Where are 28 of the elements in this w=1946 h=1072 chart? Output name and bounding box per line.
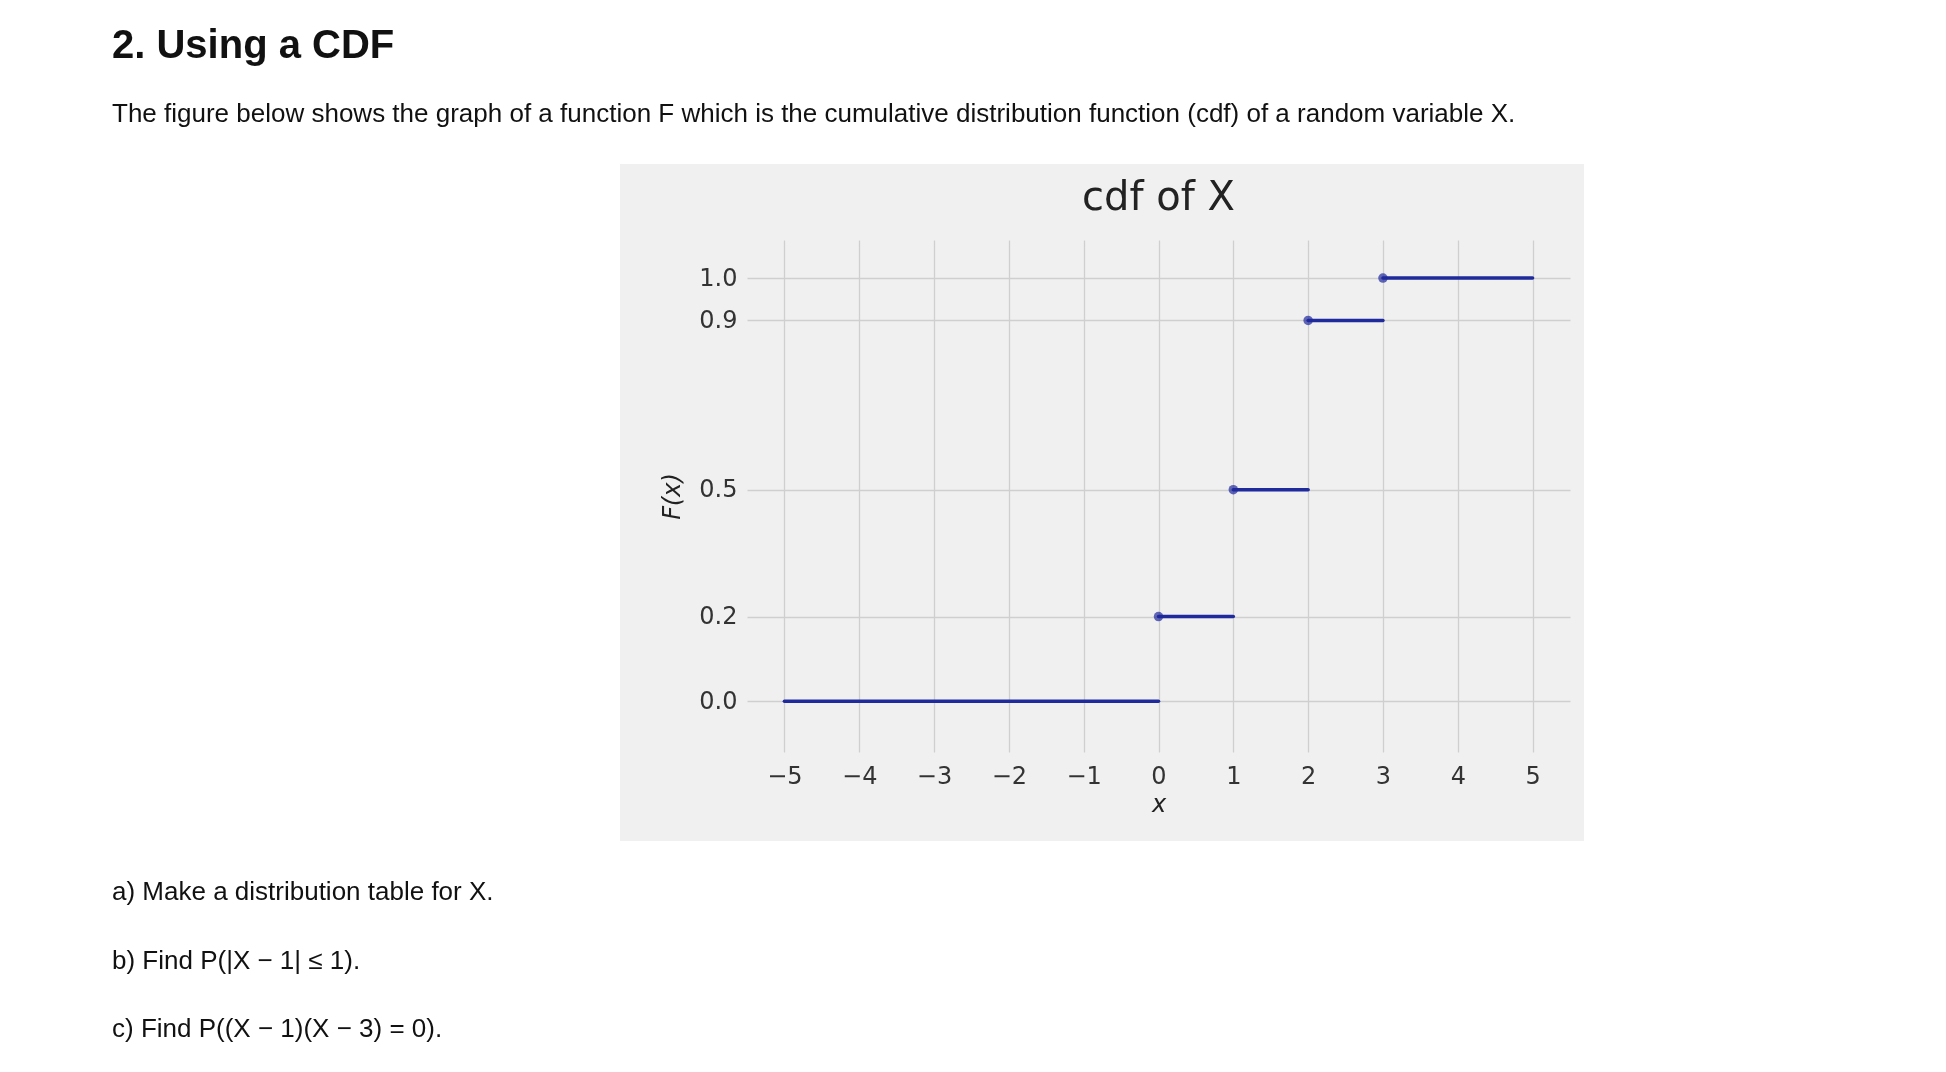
point xyxy=(1153,611,1164,622)
point xyxy=(1378,273,1388,283)
text: The figure below shows the graph of a function F which is the cumulative distribution function (cdf) of a random variable X. xyxy=(112,98,1516,129)
x-tick-label: 1 xyxy=(1226,761,1242,790)
x-tick-label: −2 xyxy=(991,761,1028,790)
x-tick-label: 5 xyxy=(1525,761,1541,790)
point xyxy=(1228,484,1239,495)
x-tick-label: 2 xyxy=(1301,761,1317,790)
x-tick-label: 0 xyxy=(1151,761,1167,790)
text: c) Find P((X − 1)(X − 3) = 0). xyxy=(112,1013,443,1044)
x-tick-label: 4 xyxy=(1450,761,1466,790)
point xyxy=(1303,315,1313,326)
y-axis-title: F(x) xyxy=(658,473,687,520)
x-tick-label: 3 xyxy=(1375,761,1392,790)
text: 2. Using a CDF xyxy=(112,22,395,67)
text: b) Find P(|X − 1| ≤ 1). xyxy=(112,945,361,976)
x-tick-label: −4 xyxy=(842,761,878,790)
x-tick-label: −1 xyxy=(1066,761,1102,790)
y-tick-label: 0.0 xyxy=(699,686,738,715)
text: a) Make a distribution table for X. xyxy=(112,876,494,907)
y-tick-label: 0.2 xyxy=(699,602,738,631)
x-tick-label: −5 xyxy=(767,761,803,790)
y-tick-label: 0.5 xyxy=(699,475,738,504)
chart-title: cdf of X xyxy=(1082,173,1235,219)
y-tick-label: 1.0 xyxy=(699,263,738,292)
x-axis-title: x xyxy=(1150,789,1167,818)
y-tick-label: 0.9 xyxy=(699,305,738,334)
x-tick-label: −3 xyxy=(916,761,953,790)
